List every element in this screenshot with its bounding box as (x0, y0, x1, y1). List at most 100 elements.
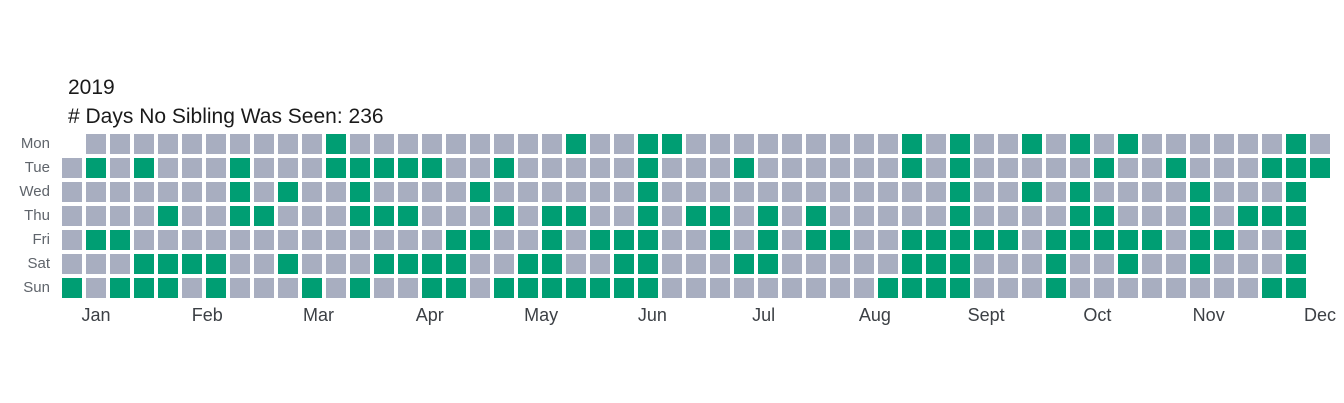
day-cell (422, 182, 442, 202)
day-cell (686, 254, 706, 274)
day-cell (1262, 206, 1282, 226)
day-cell (974, 182, 994, 202)
day-cell (1286, 278, 1306, 298)
day-cell (1166, 206, 1186, 226)
month-label: Aug (858, 305, 891, 325)
day-cell (1238, 158, 1258, 178)
weekday-axis: Mon Tue Wed Thu Fri Sat Sun (0, 134, 50, 298)
day-cell (422, 278, 442, 298)
day-cell (86, 134, 106, 154)
day-cell (230, 182, 250, 202)
day-cell (326, 206, 346, 226)
day-cell (350, 206, 370, 226)
day-cell (1118, 182, 1138, 202)
day-cell (926, 158, 946, 178)
day-cell (1118, 134, 1138, 154)
day-cell (350, 278, 370, 298)
day-cell (206, 254, 226, 274)
day-cell (758, 182, 778, 202)
day-cell (62, 206, 82, 226)
day-cell (926, 230, 946, 250)
day-cell (350, 182, 370, 202)
day-cell (350, 254, 370, 274)
day-cell (542, 158, 562, 178)
day-cell (950, 158, 970, 178)
month-label: Mar (303, 305, 335, 325)
day-cell (158, 206, 178, 226)
day-cell (1286, 158, 1306, 178)
day-cell (350, 134, 370, 154)
day-cell (1094, 254, 1114, 274)
day-cell (998, 254, 1018, 274)
day-cell (638, 182, 658, 202)
day-cell (926, 182, 946, 202)
day-cell (206, 158, 226, 178)
day-cell (614, 158, 634, 178)
weekday-label: Tue (24, 159, 50, 176)
day-cell (230, 230, 250, 250)
day-cell (230, 134, 250, 154)
day-cell (518, 230, 538, 250)
day-cell (494, 182, 514, 202)
day-cell (398, 158, 418, 178)
month-label: Jun (637, 305, 667, 325)
day-cell (326, 182, 346, 202)
day-cell (1022, 158, 1042, 178)
day-cell (398, 230, 418, 250)
day-cell (1286, 230, 1306, 250)
day-cell (494, 158, 514, 178)
day-cell (662, 134, 682, 154)
day-cell (614, 230, 634, 250)
day-cell (446, 254, 466, 274)
day-cell (782, 278, 802, 298)
day-cell (566, 158, 586, 178)
day-cell (398, 278, 418, 298)
day-cell (1214, 158, 1234, 178)
day-cell (614, 134, 634, 154)
day-cell (422, 254, 442, 274)
day-cell (950, 230, 970, 250)
day-cell (590, 254, 610, 274)
day-cell (542, 254, 562, 274)
day-cell (422, 230, 442, 250)
day-cell (878, 206, 898, 226)
day-cell (758, 158, 778, 178)
day-cell (638, 278, 658, 298)
day-cell (1070, 134, 1090, 154)
day-cell (470, 254, 490, 274)
day-cell (566, 182, 586, 202)
day-cell (110, 182, 130, 202)
day-cell (926, 206, 946, 226)
day-cell (806, 206, 826, 226)
day-cell (878, 134, 898, 154)
day-cell (734, 182, 754, 202)
day-cell (998, 206, 1018, 226)
day-cell (350, 230, 370, 250)
day-cell (1238, 278, 1258, 298)
day-cell (1142, 206, 1162, 226)
day-cell (374, 254, 394, 274)
day-cell (518, 182, 538, 202)
day-cell (950, 134, 970, 154)
day-cell (854, 254, 874, 274)
day-cell (590, 230, 610, 250)
day-cell (494, 230, 514, 250)
month-label: Dec (1303, 305, 1336, 325)
day-cell (374, 206, 394, 226)
day-cell (1046, 134, 1066, 154)
day-cell (830, 158, 850, 178)
day-cell (710, 254, 730, 274)
day-cell (902, 230, 922, 250)
day-cell (854, 206, 874, 226)
day-cell (494, 134, 514, 154)
day-cell (1214, 254, 1234, 274)
day-cell (1070, 230, 1090, 250)
day-cell (806, 230, 826, 250)
day-cell (134, 134, 154, 154)
day-cell (206, 278, 226, 298)
day-cell (398, 254, 418, 274)
day-cell (830, 254, 850, 274)
day-cell (182, 230, 202, 250)
day-cell (590, 134, 610, 154)
day-cell (182, 278, 202, 298)
